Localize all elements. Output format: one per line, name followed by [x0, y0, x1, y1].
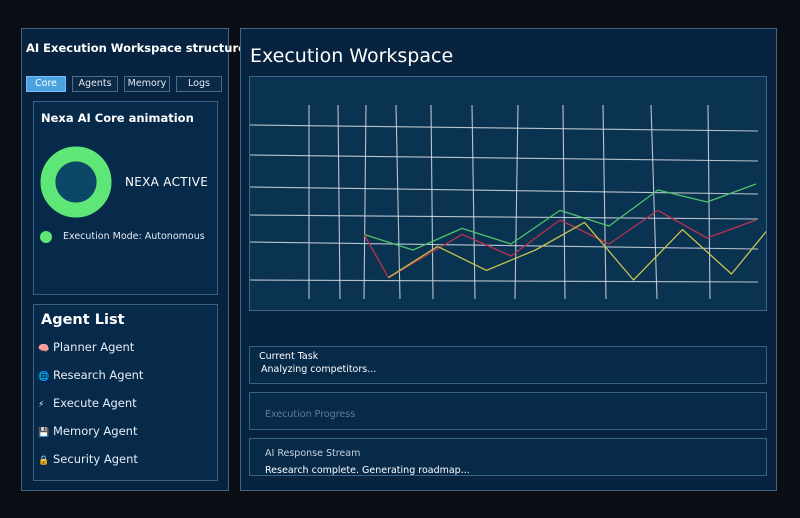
agent-item-label: Execute Agent: [53, 396, 137, 410]
status-dot-icon: [40, 231, 52, 243]
floppy-disk-icon: 💾: [38, 428, 50, 438]
sidebar-title: AI Execution Workspace structure: [26, 41, 246, 55]
agent-item-memory[interactable]: 💾 Memory Agent: [38, 424, 137, 438]
tab-memory[interactable]: Memory: [124, 76, 170, 92]
grid-line-v-5: [471, 104, 476, 300]
grid-line-h-0: [249, 124, 759, 132]
execution-chart: [249, 76, 782, 311]
grid-line-v-3: [395, 104, 401, 300]
agent-item-label: Research Agent: [53, 368, 144, 382]
current-task-label: Current Task: [259, 351, 319, 362]
current-task-value: Analyzing competitors...: [261, 364, 377, 375]
chart-grid: [249, 104, 759, 300]
agent-item-planner[interactable]: 🧠 Planner Agent: [38, 340, 134, 354]
response-stream-card: AI Response Stream Research complete. Ge…: [249, 438, 767, 476]
chart-series: [363, 183, 782, 281]
grid-line-v-2: [363, 104, 367, 300]
agent-item-research[interactable]: 🌐 Research Agent: [38, 368, 143, 382]
grid-line-v-7: [562, 104, 566, 300]
execution-progress-label: Execution Progress: [265, 409, 356, 420]
grid-line-v-9: [650, 104, 658, 300]
tab-agents[interactable]: Agents: [72, 76, 118, 92]
workspace-title: Execution Workspace: [250, 45, 454, 67]
grid-line-h-3: [249, 214, 759, 220]
current-task-card: Current Task Analyzing competitors...: [249, 346, 767, 384]
agent-item-label: Planner Agent: [53, 340, 135, 354]
series-line-yellow: [388, 213, 782, 281]
execution-progress-card: Execution Progress: [249, 392, 767, 430]
tab-logs[interactable]: Logs: [176, 76, 222, 92]
grid-line-v-1: [337, 104, 341, 300]
agent-item-execute[interactable]: ⚡ Execute Agent: [38, 396, 137, 410]
core-ring-icon: [40, 146, 112, 218]
lock-icon: 🔒: [38, 456, 50, 466]
globe-icon: 🌐: [38, 372, 50, 382]
series-line-red: [363, 209, 757, 279]
agent-item-label: Security Agent: [53, 452, 138, 466]
core-title: Nexa AI Core animation: [41, 111, 194, 125]
core-ring-outer: [40, 146, 112, 218]
grid-line-h-2: [249, 186, 759, 195]
chart-canvas: [249, 104, 782, 300]
grid-line-v-6: [514, 104, 519, 300]
core-status-label: NEXA ACTIVE: [125, 175, 209, 189]
agent-item-label: Memory Agent: [53, 424, 138, 438]
agent-item-security[interactable]: 🔒 Security Agent: [38, 452, 138, 466]
execution-mode-label: Execution Mode: Autonomous: [63, 231, 205, 242]
lightning-icon: ⚡: [38, 400, 45, 410]
grid-line-v-10: [707, 104, 711, 300]
grid-line-h-4: [249, 241, 759, 250]
grid-line-h-5: [249, 279, 759, 283]
brain-icon: 🧠: [38, 344, 50, 354]
core-ring-center: [55, 161, 97, 203]
agent-list-panel: [33, 304, 218, 481]
agent-list-title: Agent List: [41, 312, 125, 328]
response-stream-text: Research complete. Generating roadmap...: [265, 465, 470, 476]
response-stream-label: AI Response Stream: [265, 448, 361, 459]
grid-line-v-4: [430, 104, 434, 300]
tab-core[interactable]: Core: [26, 76, 66, 92]
series-line-green: [363, 183, 757, 251]
grid-line-h-1: [249, 154, 759, 162]
grid-line-v-8: [602, 104, 607, 300]
